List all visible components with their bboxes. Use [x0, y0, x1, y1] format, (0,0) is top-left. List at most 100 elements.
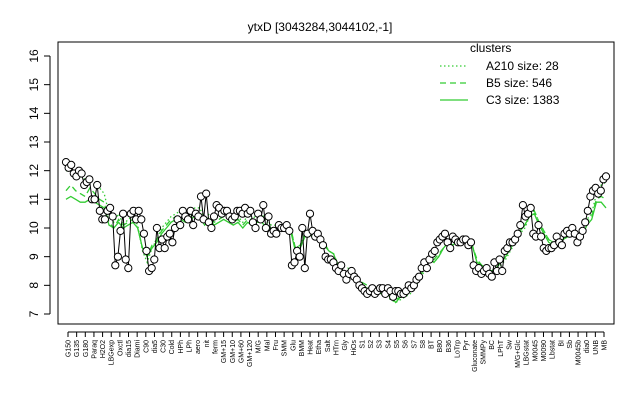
x-tick-label: Gluconate: [472, 340, 479, 372]
data-point: [487, 272, 496, 281]
data-point: [90, 195, 99, 204]
x-tick-label: LBGexp: [109, 340, 116, 365]
data-point: [124, 264, 133, 273]
x-tick-label: Diami: [135, 340, 142, 358]
data-point: [318, 241, 328, 250]
data-point: [139, 229, 148, 238]
x-axis: G150 G135 G180 Paraq H2O2 LBGexp Oxctl dia15 Dia…: [66, 331, 609, 372]
data-point: [422, 264, 431, 273]
data-point: [537, 232, 546, 241]
x-tick-label: BI: [558, 340, 565, 347]
data-point: [189, 221, 198, 230]
series-line-dotted: [66, 170, 607, 304]
data-point: [147, 264, 156, 273]
data-point: [290, 258, 299, 267]
data-point: [440, 229, 450, 238]
data-point: [251, 223, 260, 233]
data-point: [113, 252, 123, 261]
data-point: [256, 215, 265, 224]
x-tick-label: Mal: [264, 340, 271, 352]
data-point: [116, 226, 125, 235]
x-tick-label: B36: [446, 340, 453, 353]
y-tick-label: 10: [27, 221, 41, 235]
data-point: [337, 261, 346, 270]
x-tick-label: UNB: [593, 340, 600, 355]
data-point: [209, 212, 219, 221]
legend-label: B5 size: 546: [486, 76, 552, 90]
x-tick-label: SMM: [282, 340, 289, 357]
data-point: [134, 206, 143, 215]
data-point: [285, 226, 294, 235]
x-tick-label: BC: [489, 340, 496, 350]
data-point: [526, 203, 535, 212]
x-tick-label: S3: [377, 340, 384, 349]
data-point: [430, 246, 439, 255]
x-tick-label: Pyr: [463, 339, 470, 350]
y-tick-label: 9: [27, 253, 41, 260]
plot-area: [57, 41, 615, 325]
data-point: [557, 241, 567, 250]
legend-label: A210 size: 28: [486, 59, 559, 73]
x-tick-label: GM+60: [238, 340, 245, 363]
x-tick-label: S4: [385, 340, 392, 349]
x-tick-label: Lbstat: [550, 340, 557, 359]
data-point: [498, 266, 507, 276]
plot-frame: [57, 41, 615, 325]
y-tick-label: 15: [27, 78, 41, 92]
x-tick-label: BMM: [299, 340, 306, 357]
data-point: [596, 186, 605, 195]
data-point: [85, 175, 94, 184]
x-tick-label: LPh: [187, 340, 194, 353]
x-tick-label: C90: [143, 340, 150, 353]
x-tick-label: Gly: [342, 340, 349, 351]
x-tick-label: Glu: [290, 340, 297, 351]
x-tick-label: Paraq: [91, 340, 98, 359]
data-point: [207, 223, 216, 233]
data-point: [137, 215, 146, 224]
x-tick-label: Heat: [308, 340, 315, 355]
data-point: [142, 246, 151, 255]
x-tick-label: GM+15: [221, 340, 228, 363]
data-point: [165, 229, 174, 238]
x-tick-label: Sb: [567, 340, 574, 349]
data-point: [108, 212, 117, 221]
data-point: [516, 221, 525, 230]
x-tick-label: M/G+Glc: [515, 340, 522, 368]
data-point: [152, 223, 161, 233]
legend: clusters A210 size: 28 B5 size: 546 C3 siz…: [440, 41, 560, 107]
y-tick-label: 7: [27, 310, 41, 317]
x-tick-label: H2O2: [100, 340, 107, 358]
data-point: [446, 244, 455, 253]
y-tick-label: 11: [27, 193, 41, 206]
data-point: [295, 252, 304, 261]
x-tick-label: nit: [204, 340, 211, 347]
series-layer: [65, 170, 607, 304]
x-tick-label: GM+120: [247, 340, 254, 367]
data-point: [601, 172, 611, 181]
x-tick-label: ferm: [212, 340, 219, 354]
x-tick-label: G135: [74, 340, 81, 357]
x-tick-label: S7: [411, 340, 418, 349]
y-tick-label: 16: [27, 49, 41, 63]
data-point: [264, 212, 273, 221]
data-point: [581, 218, 590, 227]
data-point: [513, 229, 522, 238]
expression-line: [65, 161, 607, 299]
x-tick-label: S8: [420, 340, 427, 349]
x-tick-label: LPhT: [498, 339, 505, 356]
data-point: [100, 215, 110, 224]
data-point: [578, 226, 587, 235]
data-point: [150, 255, 159, 264]
data-point: [121, 255, 130, 264]
x-tick-label: S2: [368, 340, 375, 349]
points-layer: [61, 158, 611, 301]
x-tick-label: SMMPy: [480, 340, 487, 365]
y-tick-label: 13: [27, 135, 41, 149]
x-tick-label: BT: [429, 339, 436, 349]
y-axis: 7 8 9 10 11 12 13 14 15 16: [27, 49, 51, 317]
x-tick-label: LoTrp: [455, 340, 462, 358]
x-tick-label: M0090: [541, 340, 548, 362]
x-tick-label: dia0: [584, 340, 591, 353]
x-tick-label: Sw: [506, 339, 513, 350]
data-point: [259, 201, 268, 210]
